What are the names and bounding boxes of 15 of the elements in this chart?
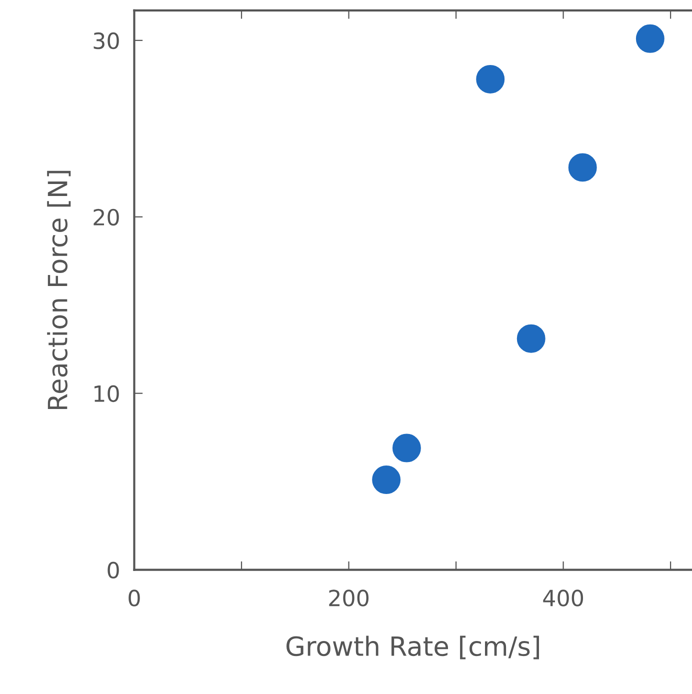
point bbox=[516, 324, 546, 353]
y-tick-label: 30 bbox=[94, 32, 119, 50]
y-tick-label: 0 bbox=[108, 562, 119, 579]
x-axis-title: Growth Rate [cm/s] bbox=[286, 636, 539, 660]
x-tick-label: 400 bbox=[543, 590, 584, 606]
point bbox=[392, 434, 421, 462]
point bbox=[476, 64, 505, 94]
point bbox=[636, 24, 664, 53]
point bbox=[568, 153, 597, 182]
x-tick-label: 0 bbox=[128, 590, 140, 606]
x-tick-label: 200 bbox=[329, 590, 368, 606]
y-tick-label: 10 bbox=[94, 385, 119, 402]
y-axis-title: Reaction Force [N] bbox=[47, 170, 71, 410]
point bbox=[372, 466, 401, 494]
y-tick-label: 20 bbox=[94, 208, 119, 226]
